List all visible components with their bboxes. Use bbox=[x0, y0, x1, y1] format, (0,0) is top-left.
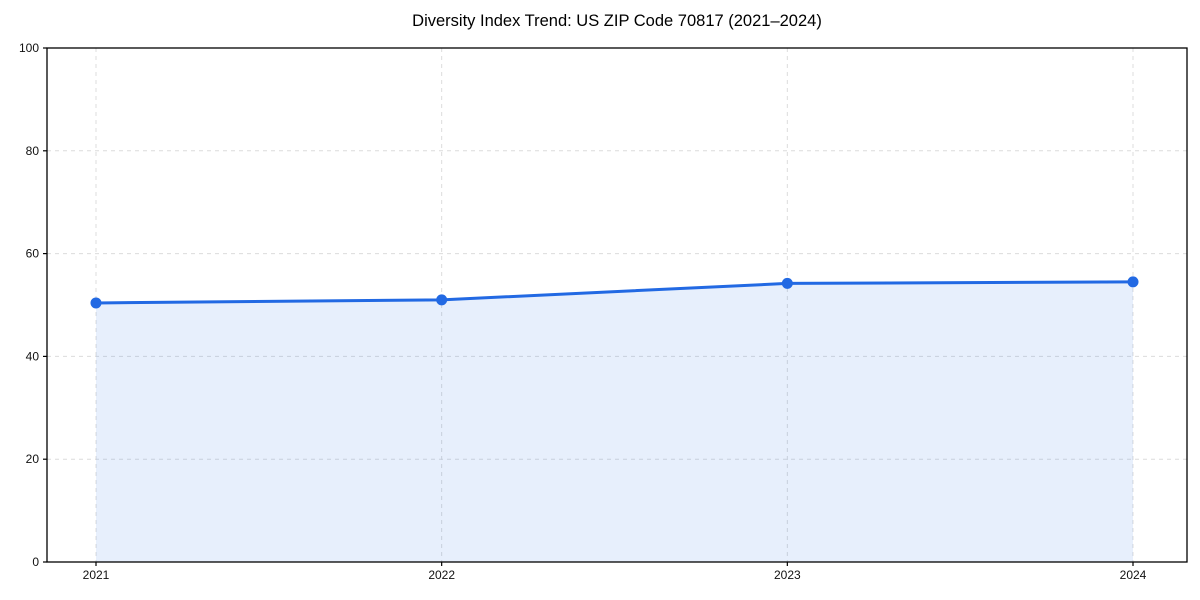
y-tick-label-0: 0 bbox=[32, 555, 39, 569]
y-tick-label-60: 60 bbox=[26, 247, 40, 261]
x-tick-label-2021: 2021 bbox=[83, 568, 110, 582]
data-point-2024 bbox=[1127, 276, 1139, 288]
x-tick-label-2023: 2023 bbox=[774, 568, 801, 582]
chart-title: Diversity Index Trend: US ZIP Code 70817… bbox=[412, 12, 822, 30]
y-tick-label-80: 80 bbox=[26, 144, 40, 158]
y-tick-label-100: 100 bbox=[19, 41, 39, 55]
y-tick-label-20: 20 bbox=[26, 452, 40, 466]
y-tick-label-40: 40 bbox=[26, 349, 40, 363]
x-tick-label-2022: 2022 bbox=[428, 568, 455, 582]
area-fill bbox=[96, 281, 1133, 562]
data-point-2022 bbox=[436, 294, 448, 306]
plot-border bbox=[46, 47, 1188, 563]
x-tick-label-2024: 2024 bbox=[1120, 568, 1147, 582]
trend-line bbox=[94, 280, 1135, 305]
data-point-2023 bbox=[781, 277, 793, 289]
data-point-2021 bbox=[90, 297, 102, 309]
